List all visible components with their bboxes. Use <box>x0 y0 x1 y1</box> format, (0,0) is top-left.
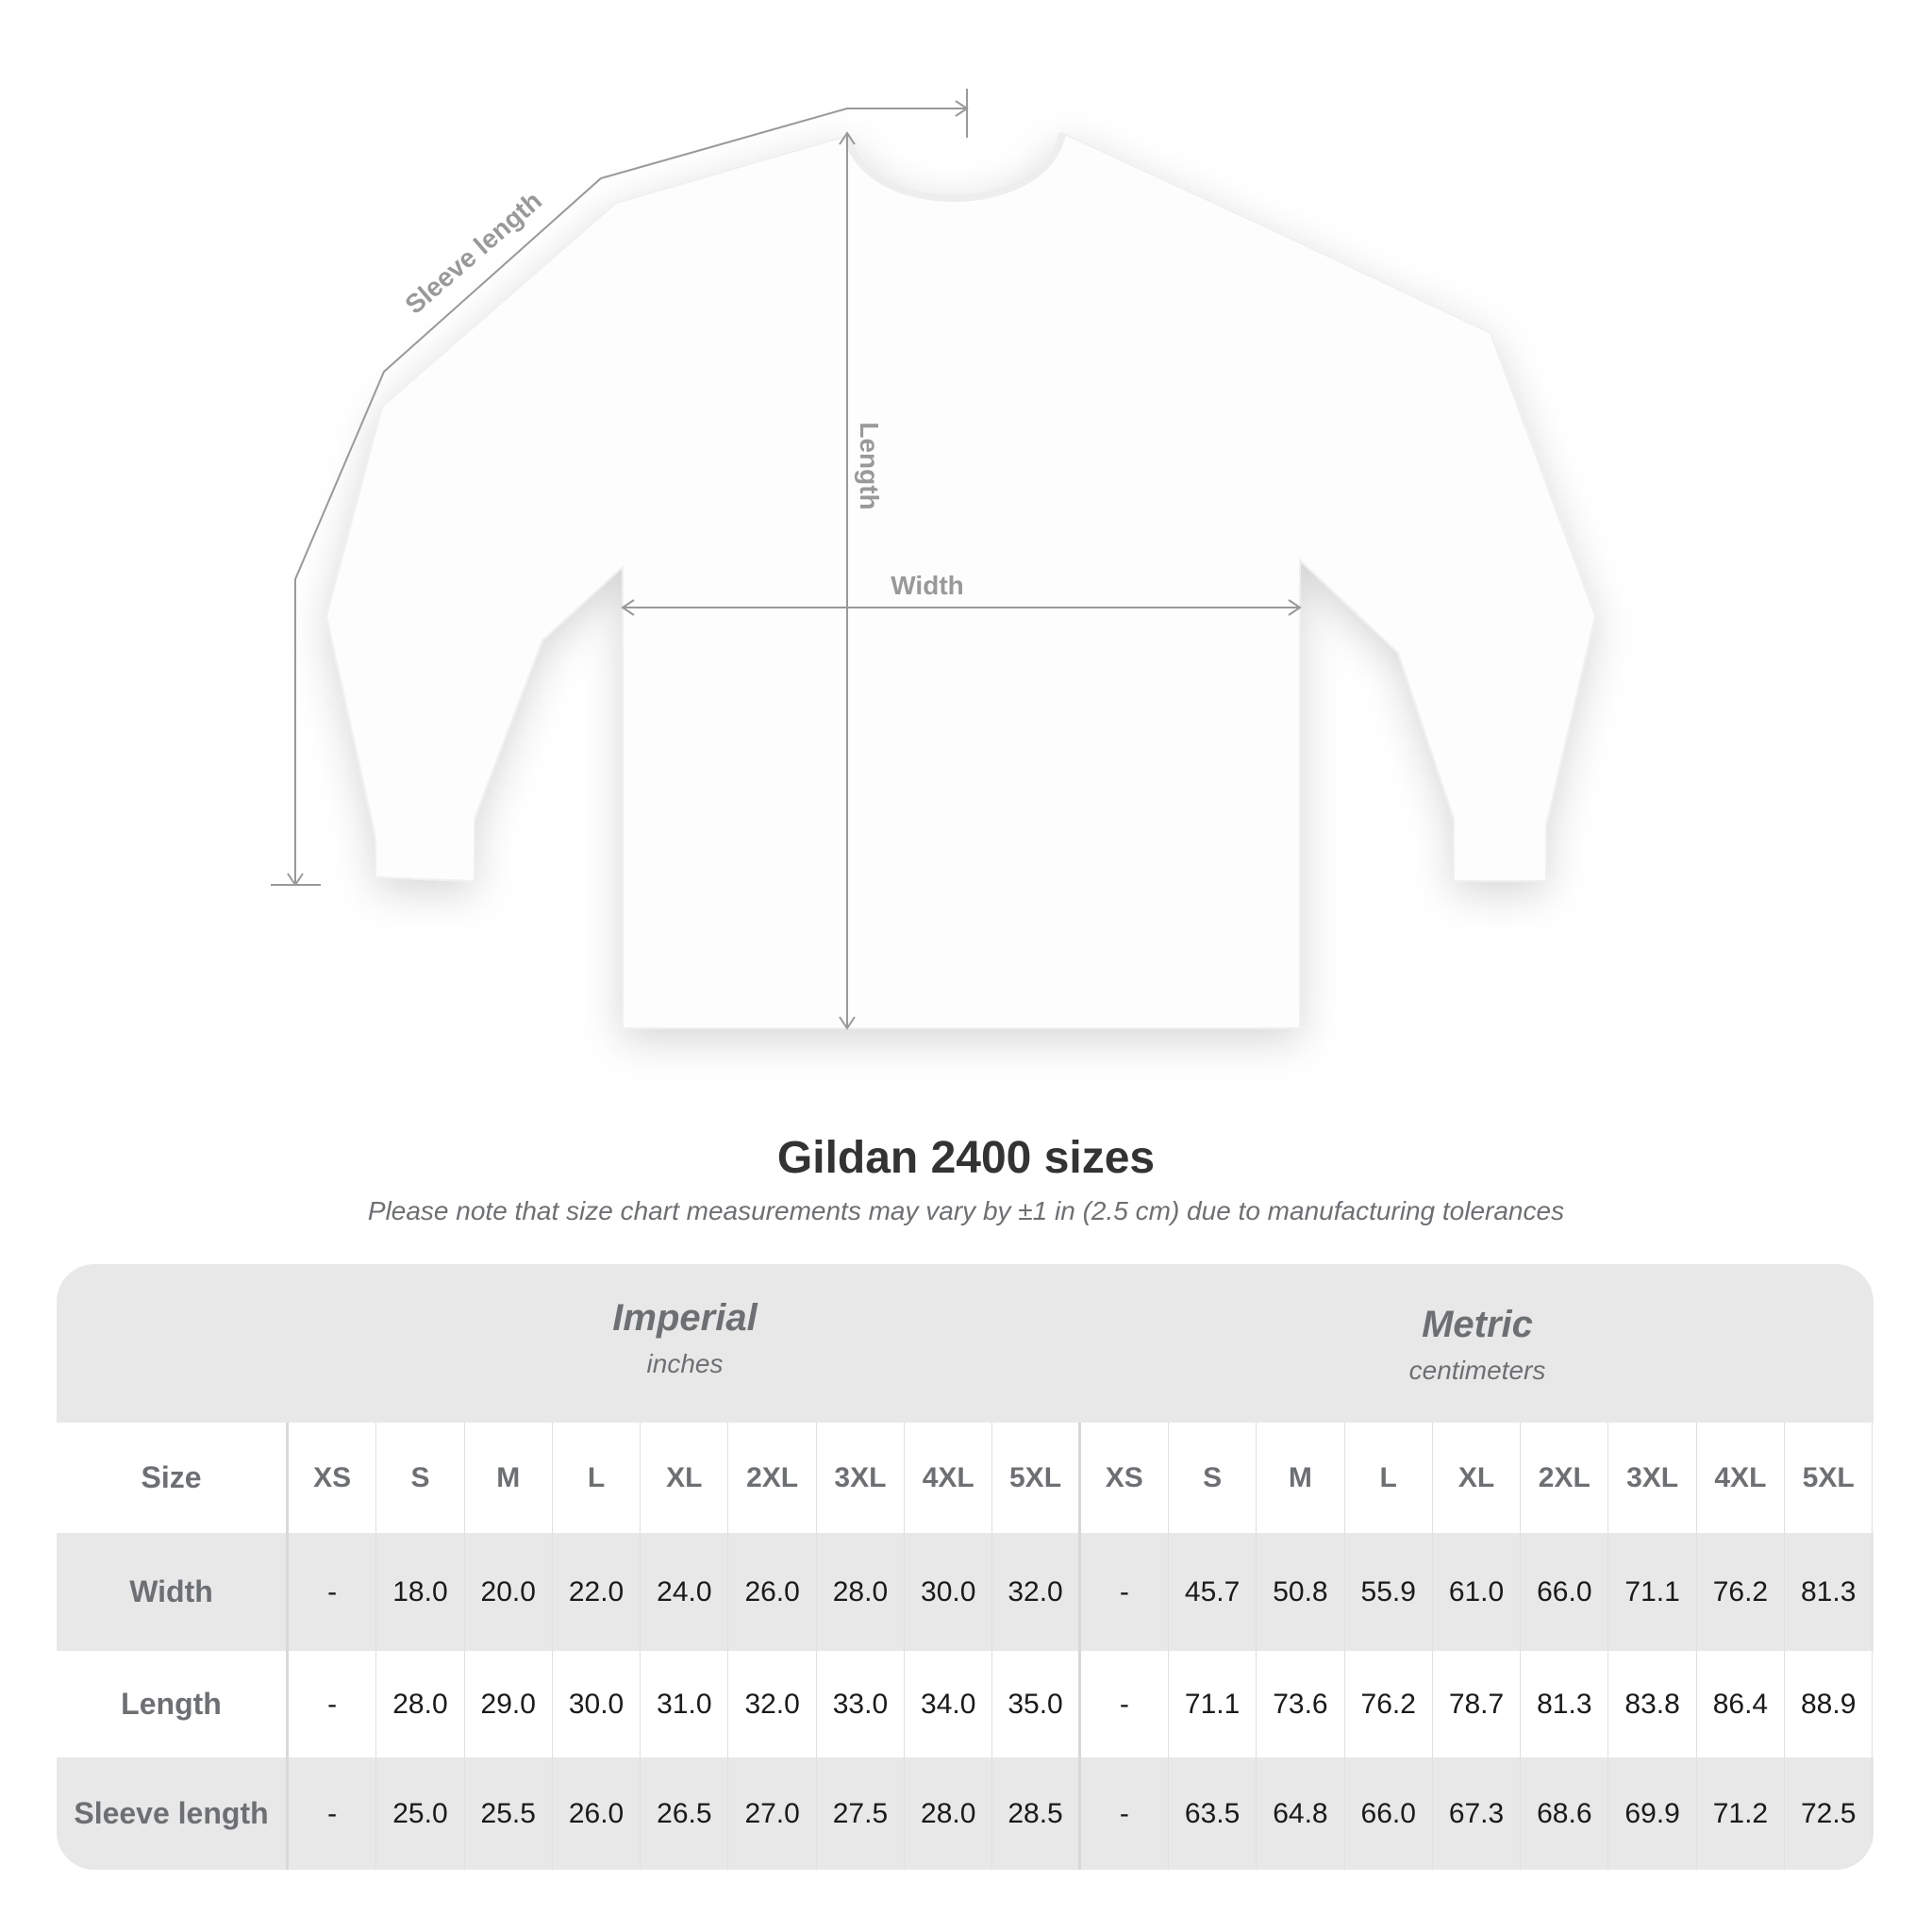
cell-imperial: 28.0 <box>376 1651 465 1757</box>
cell-metric: 50.8 <box>1257 1533 1345 1651</box>
cell-metric: 73.6 <box>1257 1651 1345 1757</box>
long-sleeve-shirt <box>325 131 1597 1029</box>
cell-metric: 83.8 <box>1608 1651 1697 1757</box>
cell-metric: 86.4 <box>1697 1651 1786 1757</box>
cell-imperial: - <box>289 1757 377 1870</box>
size-header-imperial: XL <box>641 1423 729 1533</box>
cell-imperial: 28.0 <box>817 1533 906 1651</box>
cell-imperial: 28.5 <box>992 1757 1081 1870</box>
cell-imperial: 26.5 <box>641 1757 729 1870</box>
cell-imperial: 18.0 <box>376 1533 465 1651</box>
cell-imperial: 25.5 <box>465 1757 553 1870</box>
size-header-imperial: 4XL <box>905 1423 993 1533</box>
size-label: Size <box>57 1423 289 1533</box>
size-header-metric: 4XL <box>1697 1423 1786 1533</box>
size-header-metric: XS <box>1081 1423 1169 1533</box>
cell-imperial: - <box>289 1651 377 1757</box>
cell-metric: 68.6 <box>1521 1757 1609 1870</box>
cell-imperial: 34.0 <box>905 1651 993 1757</box>
cell-metric: 67.3 <box>1433 1757 1522 1870</box>
cell-imperial: 20.0 <box>465 1533 553 1651</box>
size-header-imperial: XS <box>289 1423 377 1533</box>
page-title: Gildan 2400 sizes <box>776 1133 1156 1183</box>
cell-imperial: 24.0 <box>641 1533 729 1651</box>
cell-imperial: 26.0 <box>553 1757 641 1870</box>
cell-metric: 61.0 <box>1433 1533 1522 1651</box>
cell-metric: 55.9 <box>1345 1533 1433 1651</box>
system-header <box>57 1264 1874 1423</box>
size-header-metric: 5XL <box>1785 1423 1874 1533</box>
measurement-lines <box>271 89 1302 1030</box>
cell-imperial: 32.0 <box>728 1651 817 1757</box>
size-header-imperial: S <box>376 1423 465 1533</box>
cell-imperial: 32.0 <box>992 1533 1081 1651</box>
size-row: Size XS S M L XL 2XL 3XL 4XL 5XL XS S M L XL 2XL 3XL 4XL 5… <box>57 1423 1874 1533</box>
cell-imperial: 35.0 <box>992 1651 1081 1757</box>
size-header-metric: M <box>1257 1423 1345 1533</box>
length-label: Length <box>855 422 884 509</box>
tolerance-note: Please note that size chart measurements… <box>367 1196 1565 1225</box>
cell-imperial: - <box>289 1533 377 1651</box>
row-label: Length <box>57 1651 289 1757</box>
cell-metric: 71.2 <box>1697 1757 1786 1870</box>
size-header-imperial: L <box>553 1423 641 1533</box>
cell-imperial: 31.0 <box>641 1651 729 1757</box>
cell-metric: - <box>1081 1533 1169 1651</box>
cell-metric: 71.1 <box>1608 1533 1697 1651</box>
cell-imperial: 26.0 <box>728 1533 817 1651</box>
table-row: Width -18.0 20.0 22.0 24.0 26.0 28.0 30.0 32.0-4… <box>57 1533 1874 1651</box>
size-header-imperial: M <box>465 1423 553 1533</box>
cell-imperial: 27.0 <box>728 1757 817 1870</box>
cell-metric: 81.3 <box>1521 1651 1609 1757</box>
cell-metric: 64.8 <box>1257 1757 1345 1870</box>
sleeve-length-line <box>294 108 967 885</box>
cell-metric: 66.0 <box>1521 1533 1609 1651</box>
cell-metric: 66.0 <box>1345 1757 1433 1870</box>
cell-metric: 76.2 <box>1345 1651 1433 1757</box>
cell-metric: 63.5 <box>1169 1757 1257 1870</box>
size-header-metric: S <box>1169 1423 1257 1533</box>
shirt-diagram: Sleeve length Length Width <box>271 89 1597 1030</box>
cell-metric: 78.7 <box>1433 1651 1522 1757</box>
cell-metric: - <box>1081 1757 1169 1870</box>
cell-imperial: 29.0 <box>465 1651 553 1757</box>
cell-metric: - <box>1081 1651 1169 1757</box>
size-header-metric: 3XL <box>1608 1423 1697 1533</box>
cell-metric: 88.9 <box>1785 1651 1874 1757</box>
table-row: Length -28.0 29.0 30.0 31.0 32.0 33.0 34.0 35.0-… <box>57 1651 1874 1757</box>
size-header-metric: 2XL <box>1521 1423 1609 1533</box>
cell-metric: 69.9 <box>1608 1757 1697 1870</box>
metric-header: Metric centimeters <box>1408 1304 1546 1385</box>
size-header-imperial: 3XL <box>817 1423 906 1533</box>
cell-metric: 81.3 <box>1785 1533 1874 1651</box>
cell-imperial: 27.5 <box>817 1757 906 1870</box>
size-header-metric: L <box>1345 1423 1433 1533</box>
row-label: Sleeve length <box>57 1757 289 1870</box>
imperial-header: Imperial inches <box>612 1297 758 1378</box>
size-header-metric: XL <box>1433 1423 1522 1533</box>
cell-imperial: 25.0 <box>376 1757 465 1870</box>
cell-imperial: 30.0 <box>905 1533 993 1651</box>
row-label: Width <box>57 1533 289 1651</box>
cell-imperial: 33.0 <box>817 1651 906 1757</box>
table-row: Sleeve length -25.0 25.5 26.0 26.5 27.0 27.5 28… <box>57 1757 1874 1870</box>
cell-metric: 71.1 <box>1169 1651 1257 1757</box>
cell-metric: 76.2 <box>1697 1533 1786 1651</box>
cell-metric: 45.7 <box>1169 1533 1257 1651</box>
size-header-imperial: 2XL <box>728 1423 817 1533</box>
size-header-imperial: 5XL <box>992 1423 1081 1533</box>
cell-metric: 72.5 <box>1785 1757 1874 1870</box>
cell-imperial: 28.0 <box>905 1757 993 1870</box>
size-table: Imperial inches Metric centimeters Size X… <box>57 1264 1874 1870</box>
cell-imperial: 30.0 <box>553 1651 641 1757</box>
cell-imperial: 22.0 <box>553 1533 641 1651</box>
width-label: Width <box>891 571 964 600</box>
